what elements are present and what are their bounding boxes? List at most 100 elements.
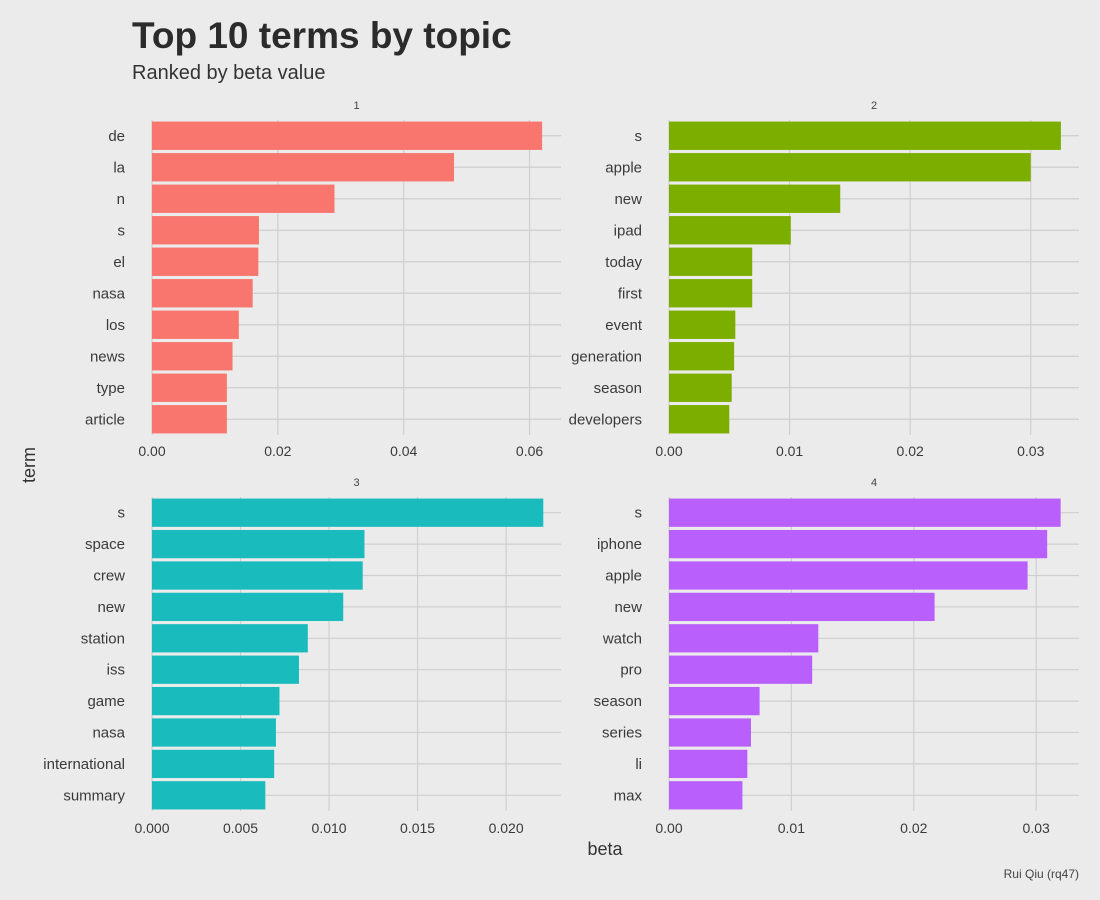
bar-s	[669, 121, 1061, 150]
y-tick-label: s	[118, 505, 126, 522]
x-tick-label: 0.04	[390, 443, 417, 459]
facet-panel-1: 1 0.00 0.02 0.04 0.06 de la ns el nasa los news type…	[85, 100, 561, 459]
bar-game	[152, 686, 280, 716]
y-tick-label: article	[85, 411, 125, 428]
facet-panel-3: 3 0.000 0.005 0.010 0.015 0.020 s space crew new s…	[43, 477, 561, 836]
y-tick-label: s	[635, 505, 643, 522]
y-tick-label: li	[635, 756, 642, 773]
bar-article	[152, 405, 227, 434]
x-tick-label: 0.000	[134, 820, 169, 836]
chart-subtitle: Ranked by beta value	[132, 62, 325, 84]
facet-strip-label: 3	[353, 477, 359, 489]
bar-new	[152, 592, 344, 622]
y-tick-label: s	[118, 222, 126, 239]
facet-panels: 10.00 0.02 0.04 0.06delanselnasalosnewstype…	[43, 100, 1079, 836]
bar-news	[152, 342, 233, 371]
bar-s	[669, 498, 1061, 527]
bar-nasa	[152, 279, 253, 308]
bar-today	[669, 247, 753, 276]
bar-iphone	[669, 529, 1048, 559]
facet-strip-label: 2	[871, 100, 877, 112]
x-tick-label: 0.005	[223, 820, 258, 836]
bar-new	[669, 184, 841, 213]
x-tick-label: 0.00	[655, 820, 682, 836]
y-tick-label: series	[602, 725, 642, 742]
x-tick-label: 0.03	[1023, 820, 1050, 836]
bar-max	[669, 781, 743, 810]
y-tick-label: de	[108, 128, 125, 145]
y-tick-label: apple	[605, 159, 642, 176]
bar-pro	[669, 655, 813, 684]
bar-watch	[669, 624, 819, 653]
chart-caption: Rui Qiu (rq47)	[1004, 867, 1079, 881]
bar-de	[152, 121, 543, 150]
x-tick-label: 0.06	[516, 443, 543, 459]
bar-first	[669, 279, 753, 308]
bar-season	[669, 686, 760, 716]
y-tick-label: today	[605, 254, 642, 271]
bar-iss	[152, 655, 299, 684]
y-tick-label: nasa	[92, 285, 125, 302]
y-tick-label: la	[113, 159, 125, 176]
y-tick-label: news	[90, 348, 125, 365]
bar-space	[152, 529, 365, 559]
bar-series	[669, 718, 751, 747]
y-tick-label: new	[97, 599, 125, 616]
y-tick-label: international	[43, 756, 125, 773]
y-tick-label: max	[614, 787, 643, 804]
y-tick-label: season	[594, 693, 642, 710]
x-tick-label: 0.02	[900, 820, 927, 836]
bar-generation	[669, 342, 735, 371]
x-tick-label: 0.03	[1017, 443, 1044, 459]
x-axis-title: beta	[587, 839, 623, 859]
x-tick-label: 0.015	[400, 820, 435, 836]
y-tick-label: type	[97, 380, 125, 397]
y-tick-label: apple	[605, 568, 642, 585]
y-tick-label: iss	[107, 662, 125, 679]
y-tick-label: nasa	[92, 725, 125, 742]
bar-los	[152, 310, 239, 339]
y-axis-title: term	[19, 447, 39, 483]
bar-new	[669, 592, 935, 622]
bar-developers	[669, 405, 730, 434]
y-tick-label: pro	[620, 662, 642, 679]
chart-title: Top 10 terms by topic	[132, 15, 512, 56]
x-tick-label: 0.010	[312, 820, 347, 836]
bar-s	[152, 498, 544, 527]
x-tick-label: 0.01	[776, 443, 803, 459]
x-tick-label: 0.00	[138, 443, 165, 459]
x-tick-label: 0.02	[264, 443, 291, 459]
bar-ipad	[669, 216, 791, 245]
bar-s	[152, 216, 259, 245]
bar-type	[152, 373, 227, 402]
facet-panel-4: 4 0.00 0.01 0.02 0.03 s iphone apple new watch pro…	[594, 477, 1079, 836]
y-tick-label: new	[614, 599, 642, 616]
bar-la	[152, 153, 455, 182]
bar-nasa	[152, 718, 276, 747]
y-tick-label: los	[106, 317, 125, 334]
bar-n	[152, 184, 335, 213]
y-tick-label: generation	[571, 348, 642, 365]
y-tick-label: station	[81, 630, 125, 647]
bar-season	[669, 373, 732, 402]
y-tick-label: iphone	[597, 536, 642, 553]
y-tick-label: n	[117, 191, 125, 208]
bar-el	[152, 247, 259, 276]
y-tick-label: new	[614, 191, 642, 208]
facet-strip-label: 1	[353, 100, 359, 112]
y-tick-label: event	[605, 317, 643, 334]
facet-panel-2: 2 0.00 0.01 0.02 0.03 s apple new ipad today first…	[569, 100, 1079, 459]
y-tick-label: developers	[569, 411, 642, 428]
y-tick-label: space	[85, 536, 125, 553]
y-tick-label: s	[635, 128, 643, 145]
y-tick-label: watch	[602, 630, 642, 647]
y-tick-label: season	[594, 380, 642, 397]
x-tick-label: 0.020	[489, 820, 524, 836]
x-tick-label: 0.02	[897, 443, 924, 459]
bar-crew	[152, 561, 363, 590]
bar-li	[669, 749, 748, 779]
bar-summary	[152, 781, 266, 810]
y-tick-label: summary	[63, 787, 125, 804]
y-tick-label: crew	[93, 568, 125, 585]
